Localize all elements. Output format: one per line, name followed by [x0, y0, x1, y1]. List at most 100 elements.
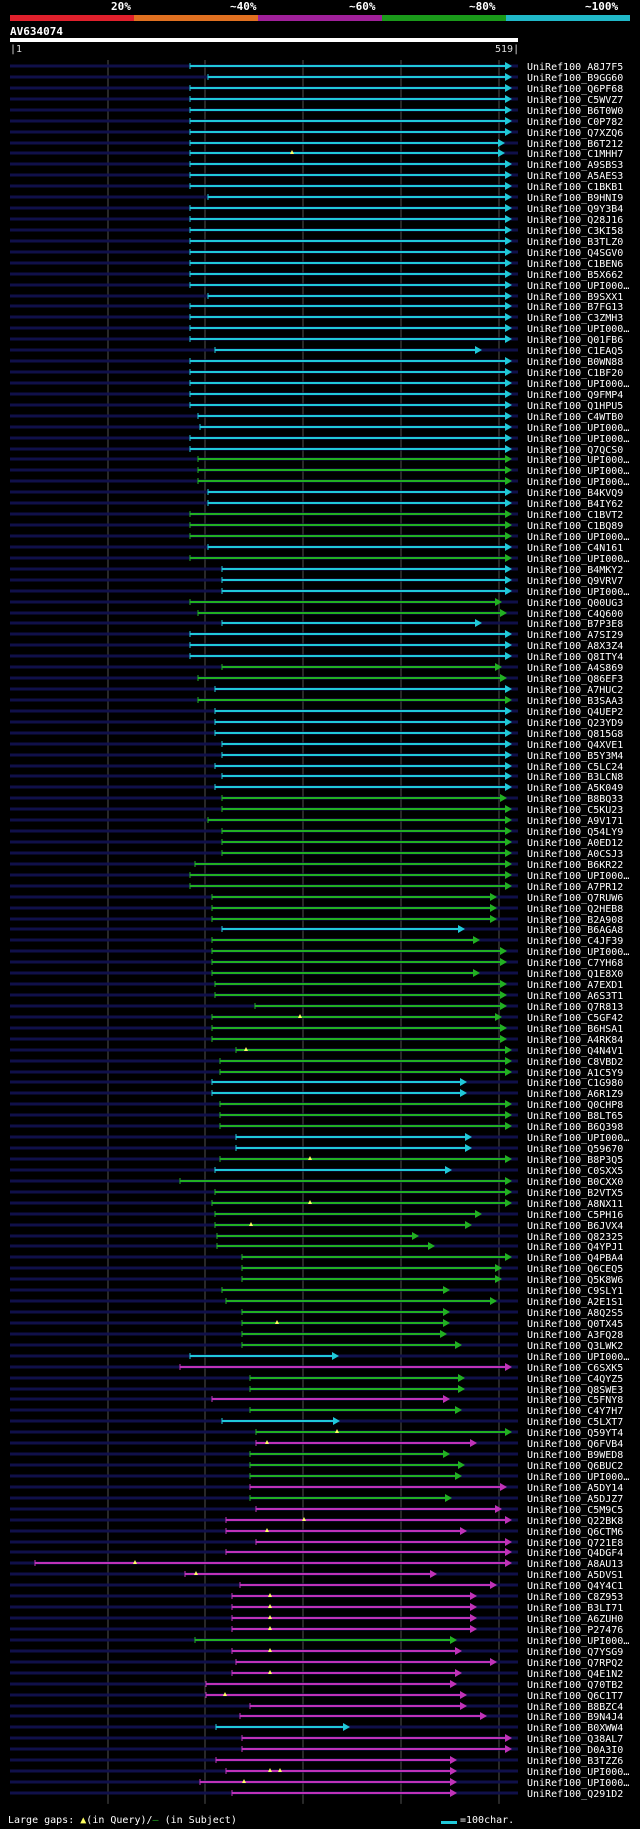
hit-label: UniRef100_C7YH68: [527, 958, 623, 969]
hit-label: UniRef100_C4N161: [527, 543, 623, 554]
hit-label: UniRef100_Q9FMP4: [527, 390, 623, 401]
hit-label: UniRef100_Q8ITY4: [527, 652, 623, 663]
hit-arrow-icon: [505, 532, 512, 540]
hit-label: UniRef100_B3TLZ0: [527, 237, 623, 248]
hit-arrow-icon: [505, 226, 512, 234]
hit-label: UniRef100_B3LI71: [527, 1603, 623, 1614]
hit-label: UniRef100_C9SLY1: [527, 1286, 623, 1297]
hit-label: UniRef100_B4KVQ9: [527, 488, 623, 499]
gap-query-marker-icon: ▲: [80, 1815, 87, 1826]
hit-label: UniRef100_C0P782: [527, 117, 623, 128]
gap-marker-icon: [278, 1768, 282, 1772]
hit-label: UniRef100_C5FNY8: [527, 1395, 623, 1406]
hit-arrow-icon: [505, 412, 512, 420]
hit-arrow-icon: [505, 630, 512, 638]
hit-arrow-icon: [460, 1078, 467, 1086]
hit-arrow-icon: [505, 335, 512, 343]
hit-label: UniRef100_Q38AL7: [527, 1734, 623, 1745]
hit-arrow-icon: [500, 980, 507, 988]
hit-arrow-icon: [505, 182, 512, 190]
hit-label: UniRef100_Q1E8X0: [527, 969, 623, 980]
hit-arrow-icon: [443, 1308, 450, 1316]
hit-label: UniRef100_C1BEN6: [527, 259, 623, 270]
hit-arrow-icon: [500, 1002, 507, 1010]
hit-label: UniRef100_A0ED12: [527, 838, 623, 849]
hit-label: UniRef100_B9N4J4: [527, 1712, 623, 1723]
hit-arrow-icon: [505, 368, 512, 376]
hit-arrow-icon: [490, 904, 497, 912]
hit-arrow-icon: [505, 95, 512, 103]
hit-label: UniRef100_UPI000…: [527, 1472, 629, 1483]
gap-marker-icon: [244, 1047, 248, 1051]
gap-marker-icon: [268, 1593, 272, 1597]
hit-label: UniRef100_Q4E1N2: [527, 1669, 623, 1680]
hit-arrow-icon: [505, 434, 512, 442]
hit-arrow-icon: [505, 1428, 512, 1436]
query-start-tick: |1: [10, 44, 23, 55]
hit-label: UniRef100_C4QYZ5: [527, 1374, 623, 1385]
hit-label: UniRef100_Q6CEQ5: [527, 1264, 623, 1275]
hit-arrow-icon: [450, 1767, 457, 1775]
hit-arrow-icon: [505, 762, 512, 770]
gap-marker-icon: [268, 1768, 272, 1772]
hit-label: UniRef100_A5DY14: [527, 1483, 623, 1494]
hit-arrow-icon: [470, 1592, 477, 1600]
hit-arrow-icon: [495, 1013, 502, 1021]
hit-arrow-icon: [505, 772, 512, 780]
hit-label: UniRef100_C4JF39: [527, 936, 623, 947]
hit-arrow-icon: [505, 696, 512, 704]
hit-arrow-icon: [505, 401, 512, 409]
hit-label: UniRef100_B8P3Q5: [527, 1155, 623, 1166]
hit-label: UniRef100_C1BQ89: [527, 521, 623, 532]
hit-arrow-icon: [475, 346, 482, 354]
hit-arrow-icon: [500, 674, 507, 682]
hit-label: UniRef100_Q4SGV0: [527, 248, 623, 259]
hit-label: UniRef100_A3FQ28: [527, 1330, 623, 1341]
hit-arrow-icon: [495, 1275, 502, 1283]
hit-arrow-icon: [412, 1232, 419, 1240]
hit-arrow-icon: [505, 62, 512, 70]
hit-label: UniRef100_UPI000…: [527, 324, 629, 335]
hit-arrow-icon: [505, 1253, 512, 1261]
hit-arrow-icon: [460, 1691, 467, 1699]
hit-label: UniRef100_Q00UG3: [527, 598, 623, 609]
hit-label: UniRef100_Q3LWK2: [527, 1341, 623, 1352]
hit-label: UniRef100_Q0TX45: [527, 1319, 623, 1330]
hit-arrow-icon: [473, 969, 480, 977]
hit-arrow-icon: [505, 1155, 512, 1163]
hit-label: UniRef100_A4S869: [527, 663, 623, 674]
hit-arrow-icon: [505, 357, 512, 365]
hit-arrow-icon: [505, 1516, 512, 1524]
hit-label: UniRef100_A0CSJ3: [527, 849, 623, 860]
hit-label: UniRef100_A7SI29: [527, 630, 623, 641]
hit-arrow-icon: [332, 1352, 339, 1360]
hit-label: UniRef100_Q4XVE1: [527, 740, 623, 751]
hit-arrow-icon: [505, 390, 512, 398]
hit-arrow-icon: [505, 816, 512, 824]
hit-arrow-icon: [498, 139, 505, 147]
hit-label: UniRef100_C1BF20: [527, 368, 623, 379]
hit-arrow-icon: [505, 543, 512, 551]
hit-label: UniRef100_Q6BUC2: [527, 1461, 623, 1472]
hit-arrow-icon: [505, 1068, 512, 1076]
hit-arrow-icon: [505, 521, 512, 529]
hit-label: UniRef100_B9SXX1: [527, 292, 623, 303]
hit-arrow-icon: [505, 499, 512, 507]
hit-arrow-icon: [505, 652, 512, 660]
gap-subject-marker-icon: —: [152, 1815, 159, 1826]
hit-label: UniRef100_Q5K8W6: [527, 1275, 623, 1286]
hit-label: UniRef100_B5X662: [527, 270, 623, 281]
hit-arrow-icon: [505, 445, 512, 453]
legend-bar-cyan: [506, 15, 630, 21]
hit-label: UniRef100_B6T0W0: [527, 106, 623, 117]
hit-arrow-icon: [505, 423, 512, 431]
hit-label: UniRef100_UPI000…: [527, 1636, 629, 1647]
hit-arrow-icon: [505, 740, 512, 748]
hit-label: UniRef100_B7FG13: [527, 302, 623, 313]
scale-bar: [441, 1821, 457, 1824]
hit-arrow-icon: [443, 1450, 450, 1458]
gap-marker-icon: [194, 1571, 198, 1575]
hit-arrow-icon: [505, 751, 512, 759]
hit-arrow-icon: [455, 1341, 462, 1349]
hit-arrow-icon: [505, 1734, 512, 1742]
